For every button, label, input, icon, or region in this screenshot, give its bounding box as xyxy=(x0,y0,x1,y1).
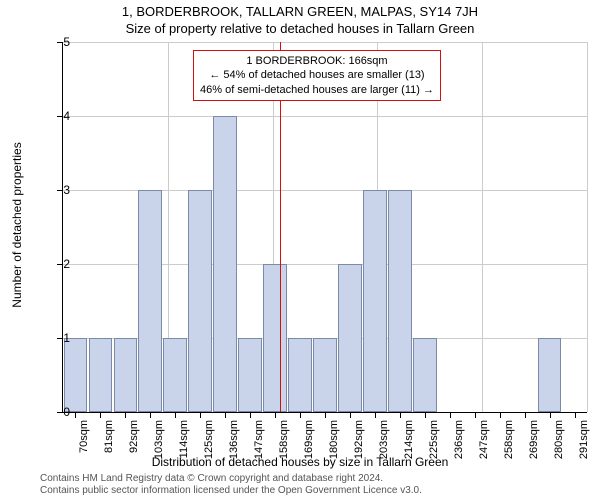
x-tick-label: 258sqm xyxy=(503,420,515,459)
x-tick xyxy=(575,412,576,418)
histogram-bar xyxy=(114,338,138,412)
x-tick xyxy=(150,412,151,418)
x-tick-label: 192sqm xyxy=(353,420,365,459)
y-axis-label: Number of detached properties xyxy=(10,142,24,307)
y-tick-label: 0 xyxy=(63,405,70,419)
x-tick xyxy=(300,412,301,418)
callout-line: 46% of semi-detached houses are larger (… xyxy=(200,83,434,97)
x-tick xyxy=(350,412,351,418)
histogram-bar xyxy=(388,190,412,412)
grid-line-v xyxy=(482,42,483,412)
grid-line-v xyxy=(587,42,588,412)
x-tick-label: 70sqm xyxy=(78,420,90,453)
y-tick-label: 2 xyxy=(63,257,70,271)
x-tick-label: 103sqm xyxy=(153,420,165,459)
x-tick xyxy=(175,412,176,418)
histogram-bar xyxy=(363,190,387,412)
x-tick xyxy=(475,412,476,418)
y-tick xyxy=(57,190,63,191)
y-tick xyxy=(57,412,63,413)
chart-title-address: 1, BORDERBROOK, TALLARN GREEN, MALPAS, S… xyxy=(0,0,600,19)
x-tick-label: 269sqm xyxy=(528,420,540,459)
x-tick xyxy=(450,412,451,418)
footer-line-2: Contains public sector information licen… xyxy=(40,485,422,497)
grid-line-h xyxy=(63,116,587,117)
y-tick xyxy=(57,338,63,339)
x-tick xyxy=(425,412,426,418)
chart-plot-area: 1 BORDERBROOK: 166sqm← 54% of detached h… xyxy=(62,42,587,413)
histogram-bar xyxy=(64,338,88,412)
histogram-bar xyxy=(313,338,337,412)
histogram-bar xyxy=(188,190,212,412)
y-tick-label: 5 xyxy=(63,35,70,49)
x-tick-label: 291sqm xyxy=(578,420,590,459)
x-tick xyxy=(400,412,401,418)
histogram-bar xyxy=(138,190,162,412)
y-tick xyxy=(57,116,63,117)
x-tick-label: 214sqm xyxy=(403,420,415,459)
x-tick xyxy=(325,412,326,418)
x-tick-label: 247sqm xyxy=(478,420,490,459)
histogram-bar xyxy=(538,338,562,412)
x-tick xyxy=(550,412,551,418)
x-tick xyxy=(225,412,226,418)
x-tick xyxy=(100,412,101,418)
y-tick xyxy=(57,42,63,43)
x-tick xyxy=(525,412,526,418)
histogram-bar xyxy=(288,338,312,412)
x-tick-label: 147sqm xyxy=(253,420,265,459)
x-tick-label: 203sqm xyxy=(378,420,390,459)
x-tick-label: 114sqm xyxy=(178,420,190,458)
x-tick xyxy=(275,412,276,418)
footer-line-1: Contains HM Land Registry data © Crown c… xyxy=(40,473,422,485)
chart-footer: Contains HM Land Registry data © Crown c… xyxy=(40,473,422,497)
histogram-bar xyxy=(263,264,287,412)
x-tick xyxy=(75,412,76,418)
y-tick-label: 3 xyxy=(63,183,70,197)
x-tick-label: 136sqm xyxy=(228,420,240,459)
x-tick-label: 158sqm xyxy=(278,420,290,459)
x-tick-label: 81sqm xyxy=(103,420,115,453)
histogram-bar xyxy=(213,116,237,412)
x-tick-label: 280sqm xyxy=(553,420,565,459)
histogram-bar xyxy=(163,338,187,412)
y-tick xyxy=(57,264,63,265)
x-tick xyxy=(200,412,201,418)
x-tick xyxy=(125,412,126,418)
x-tick xyxy=(250,412,251,418)
histogram-bar xyxy=(238,338,262,412)
chart-container: 1, BORDERBROOK, TALLARN GREEN, MALPAS, S… xyxy=(0,0,600,500)
x-tick-label: 125sqm xyxy=(203,420,215,459)
x-tick-label: 236sqm xyxy=(453,420,465,459)
x-tick xyxy=(500,412,501,418)
histogram-bar xyxy=(338,264,362,412)
histogram-bar xyxy=(89,338,113,412)
marker-callout: 1 BORDERBROOK: 166sqm← 54% of detached h… xyxy=(193,50,441,101)
y-tick-label: 4 xyxy=(63,109,70,123)
grid-line-h xyxy=(63,42,587,43)
x-tick-label: 225sqm xyxy=(428,420,440,459)
x-tick xyxy=(375,412,376,418)
x-tick-label: 180sqm xyxy=(328,420,340,459)
x-tick-label: 169sqm xyxy=(303,420,315,459)
callout-line: 1 BORDERBROOK: 166sqm xyxy=(200,54,434,68)
histogram-bar xyxy=(413,338,437,412)
x-tick-label: 92sqm xyxy=(128,420,140,453)
y-tick-label: 1 xyxy=(63,331,70,345)
callout-line: ← 54% of detached houses are smaller (13… xyxy=(200,68,434,82)
chart-title-subtitle: Size of property relative to detached ho… xyxy=(0,19,600,36)
